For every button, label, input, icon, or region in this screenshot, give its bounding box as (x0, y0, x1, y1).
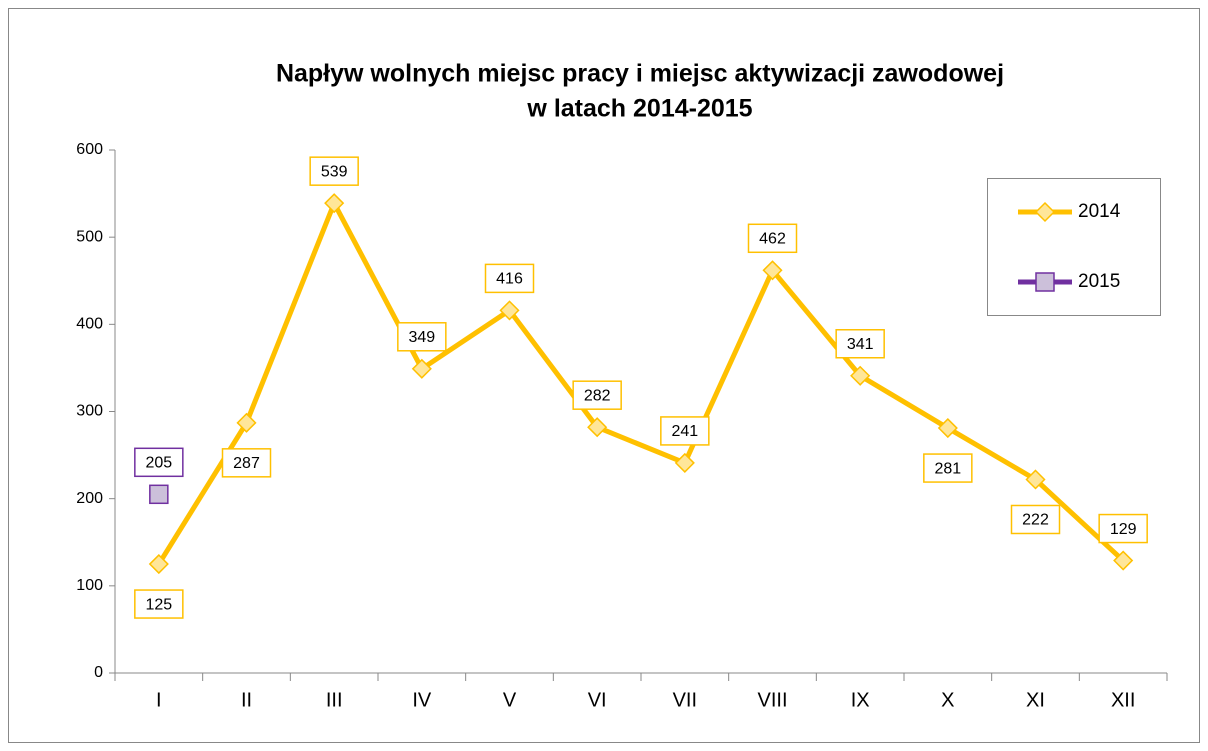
data-label-box (923, 453, 973, 483)
data-point (324, 193, 345, 214)
data-label-box (397, 322, 447, 352)
data-label-box (660, 416, 710, 446)
legend-marker (1035, 272, 1055, 292)
y-tick-label: 500 (76, 228, 103, 245)
x-tick-label: VI (588, 689, 607, 711)
data-label: 349 (408, 329, 435, 346)
data-label-box (572, 380, 622, 410)
legend-label: 2014 (1078, 201, 1121, 222)
data-label: 125 (145, 596, 172, 613)
legend-marker (1034, 201, 1056, 223)
y-tick-label: 0 (94, 664, 103, 681)
data-point (149, 484, 169, 505)
data-label-box (134, 589, 184, 619)
legend-box (987, 178, 1161, 316)
data-label: 287 (233, 455, 260, 472)
x-tick-label: I (156, 689, 162, 711)
data-point (148, 553, 169, 575)
data-point (587, 417, 608, 438)
data-label-box (309, 156, 359, 186)
x-tick-label: IX (851, 689, 870, 711)
y-tick-label: 600 (76, 141, 103, 158)
x-tick-label: VIII (757, 689, 787, 711)
data-point (1113, 550, 1134, 571)
data-point (674, 452, 695, 473)
data-point (411, 358, 432, 379)
chart-title: Napływ wolnych miejsc pracy i miejsc akt… (276, 60, 1004, 88)
data-point (236, 412, 257, 433)
x-tick-label: III (326, 689, 343, 711)
data-label-box (134, 447, 184, 478)
y-tick-label: 100 (76, 577, 103, 594)
data-label-box (484, 263, 535, 294)
chart-frame (8, 8, 1200, 743)
data-label-box (1098, 513, 1148, 544)
data-label-box (1010, 504, 1061, 535)
data-point (499, 300, 520, 321)
data-label: 222 (1022, 512, 1049, 529)
data-label-box (221, 448, 272, 478)
chart-title: w latach 2014-2015 (526, 95, 752, 123)
y-tick-label: 300 (76, 403, 103, 420)
data-label: 281 (934, 460, 961, 477)
y-tick-label: 200 (76, 490, 103, 507)
legend-label: 2015 (1078, 271, 1120, 292)
x-tick-label: X (941, 689, 954, 711)
data-label: 129 (1110, 521, 1137, 538)
data-point (937, 418, 958, 439)
x-tick-label: II (241, 689, 252, 711)
x-tick-label: VII (673, 689, 697, 711)
data-point (1025, 469, 1046, 490)
series-line (156, 200, 1125, 566)
data-label: 539 (321, 163, 348, 180)
x-tick-label: V (503, 689, 517, 711)
data-label: 241 (671, 423, 698, 440)
data-label-box (747, 223, 798, 254)
data-point (762, 260, 783, 281)
y-tick-label: 400 (76, 316, 103, 333)
data-label: 205 (145, 455, 172, 472)
data-point (850, 365, 871, 386)
data-label-box (835, 329, 885, 359)
x-tick-label: XI (1026, 689, 1045, 711)
data-label: 282 (584, 387, 611, 404)
data-label: 341 (847, 336, 874, 353)
x-tick-label: XII (1111, 689, 1135, 711)
data-label: 462 (759, 231, 786, 248)
x-tick-label: IV (412, 689, 432, 711)
data-label: 416 (496, 271, 523, 288)
